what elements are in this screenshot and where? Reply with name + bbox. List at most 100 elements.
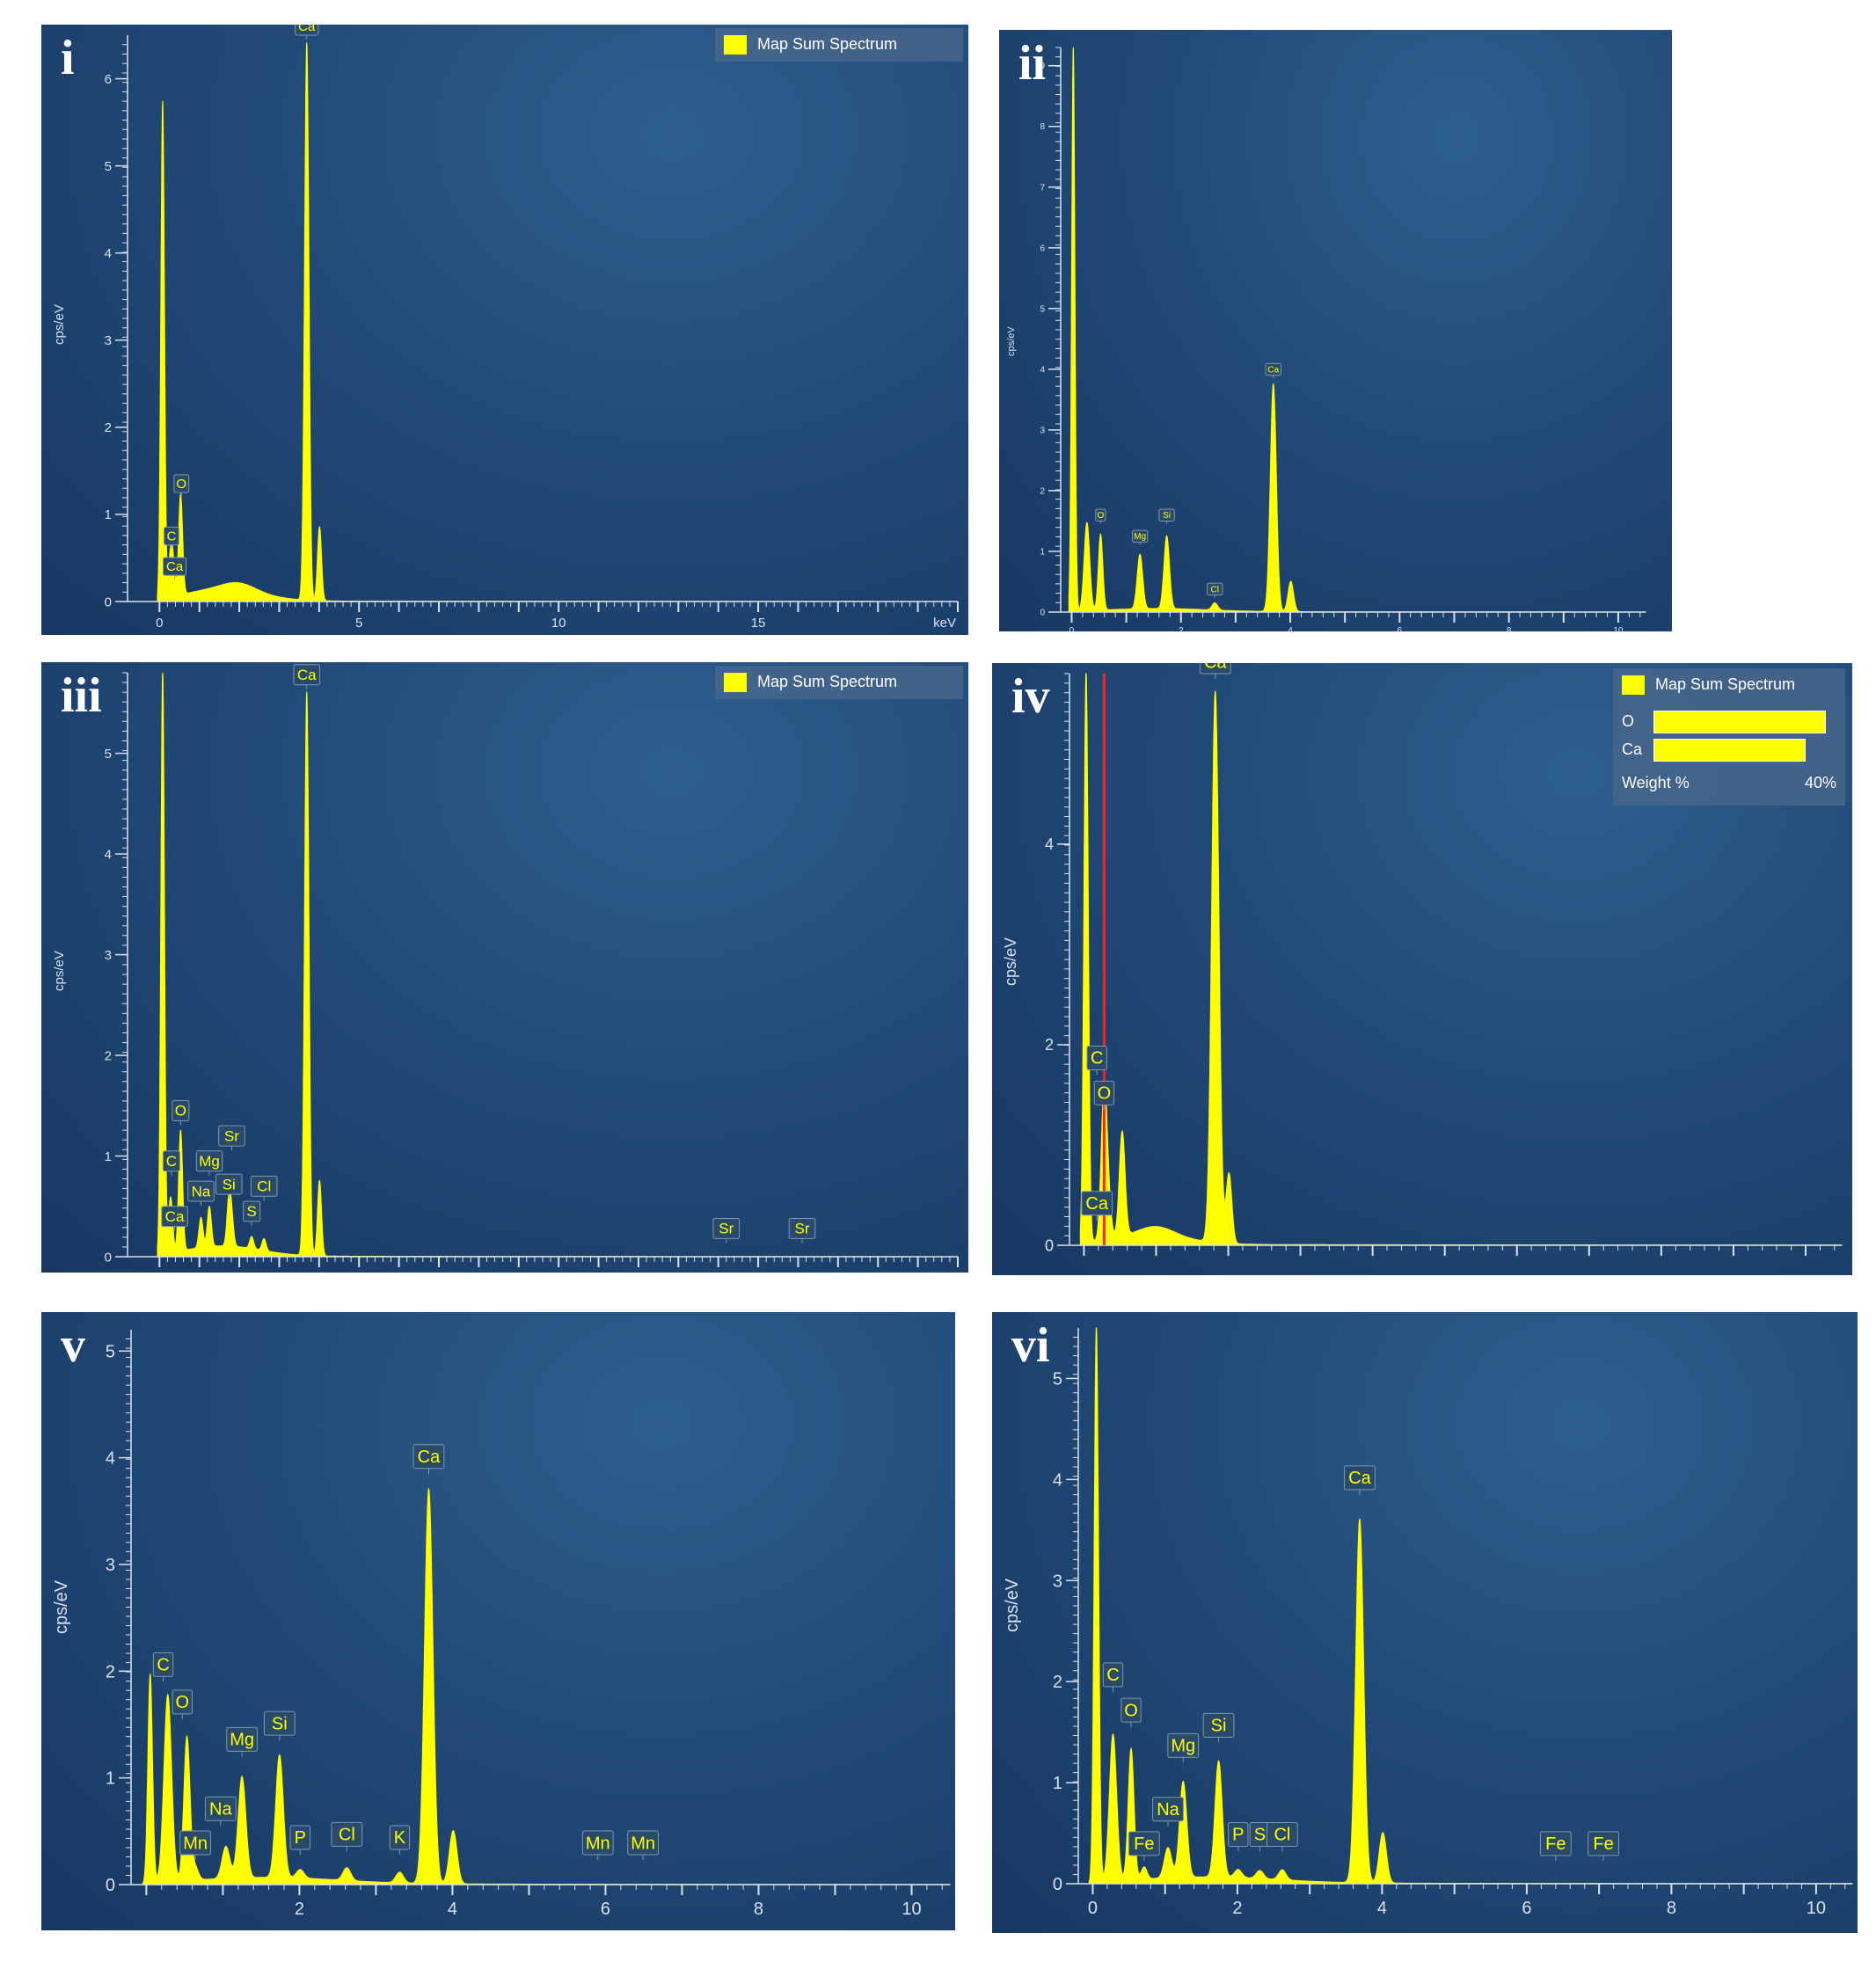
legend-weight-bar bbox=[1653, 711, 1826, 733]
y-tick-label: 3 bbox=[1040, 426, 1045, 435]
element-label: Ca bbox=[1265, 362, 1281, 378]
element-label: O bbox=[1095, 508, 1106, 524]
legend-weight-axis-label: Weight % bbox=[1622, 774, 1690, 791]
element-label-text: Si bbox=[223, 1176, 236, 1193]
y-tick-label: 9 bbox=[1040, 62, 1045, 71]
element-label: Sr bbox=[712, 1217, 741, 1244]
y-tick-label: 0 bbox=[1040, 609, 1045, 618]
y-axis-label: cps/eV bbox=[1001, 937, 1019, 986]
y-tick-label: 3 bbox=[106, 1556, 115, 1575]
element-label: S bbox=[1249, 1821, 1271, 1852]
element-label-text: Ca bbox=[418, 1448, 441, 1467]
legend-entry-label: Map Sum Spectrum bbox=[757, 35, 898, 53]
x-tick-label: 6 bbox=[1522, 1899, 1531, 1918]
x-tick-label: 0 bbox=[1069, 626, 1075, 631]
element-label-box bbox=[627, 1830, 659, 1856]
panel-label: iv bbox=[1011, 669, 1050, 724]
element-label-text: O bbox=[1097, 511, 1104, 521]
element-label-box bbox=[788, 1217, 816, 1239]
x-tick-label: 8 bbox=[1507, 626, 1512, 631]
element-label-text: C bbox=[157, 1656, 169, 1675]
element-label: Na bbox=[187, 1180, 215, 1207]
element-label-text: Ca bbox=[297, 667, 317, 683]
element-label: O bbox=[172, 1099, 190, 1126]
y-tick-label: 2 bbox=[105, 1048, 112, 1063]
x-tick-label: 8 bbox=[1667, 1899, 1676, 1918]
y-tick-label: 2 bbox=[106, 1662, 115, 1681]
element-label: Mg bbox=[1167, 1732, 1200, 1763]
element-label: O bbox=[1120, 1697, 1142, 1728]
element-label-text: Mn bbox=[183, 1834, 208, 1853]
x-tick-label: 8 bbox=[754, 1900, 763, 1919]
element-label: C bbox=[152, 1652, 174, 1682]
element-label: S bbox=[243, 1200, 261, 1227]
legend-weight-bar bbox=[1653, 739, 1806, 762]
legend-entry: Map Sum Spectrum bbox=[1622, 675, 1836, 696]
element-label-text: O bbox=[176, 477, 186, 492]
legend-entry: Map Sum Spectrum bbox=[724, 35, 954, 55]
element-label-text: O bbox=[1124, 1701, 1138, 1720]
element-label-box bbox=[172, 1099, 190, 1121]
legend-entry-label: Map Sum Spectrum bbox=[757, 673, 898, 690]
element-label: Cl bbox=[1266, 1821, 1298, 1852]
element-label-text: Si bbox=[1211, 1717, 1227, 1736]
x-tick-label: 4 bbox=[1377, 1899, 1387, 1918]
element-label-box bbox=[1344, 1465, 1376, 1491]
y-tick-label: 7 bbox=[1040, 183, 1045, 193]
y-tick-label: 0 bbox=[1053, 1875, 1062, 1894]
spectrum-plot: 0 1 2 3 4 5 6 0 5 10 15 keV O C Ca Ca bbox=[105, 25, 959, 631]
element-label-text: S bbox=[1254, 1826, 1266, 1845]
y-tick-label: 6 bbox=[1040, 244, 1045, 253]
element-label: Fe bbox=[1539, 1831, 1572, 1861]
legend: Map Sum Spectrum O Ca Weight % 40% bbox=[1613, 668, 1845, 806]
element-label-text: Cl bbox=[1274, 1826, 1290, 1845]
element-label-text: P bbox=[295, 1828, 306, 1848]
y-tick-label: 5 bbox=[1053, 1369, 1062, 1389]
y-tick-label: 3 bbox=[105, 948, 112, 963]
y-tick-label: 2 bbox=[1045, 1036, 1054, 1054]
element-label-text: Ca bbox=[166, 559, 184, 574]
element-label: Na bbox=[1152, 1797, 1184, 1827]
element-label-text: O bbox=[1098, 1084, 1112, 1104]
x-unit-label: keV bbox=[933, 616, 956, 631]
y-tick-label: 2 bbox=[105, 420, 112, 435]
element-label: Cl bbox=[250, 1175, 278, 1201]
element-label-text: Ca bbox=[298, 25, 316, 34]
element-label: Cl bbox=[1207, 582, 1223, 598]
y-tick-label: 0 bbox=[105, 594, 112, 609]
element-label: Mn bbox=[179, 1830, 211, 1861]
element-label-text: Cl bbox=[257, 1178, 271, 1195]
element-label: Ca bbox=[295, 25, 319, 40]
x-tick-label: 2 bbox=[295, 1900, 304, 1919]
element-label: Si bbox=[1202, 1712, 1235, 1743]
legend-element-label: Ca bbox=[1622, 740, 1643, 758]
y-axis-label: cps/eV bbox=[1006, 326, 1018, 356]
spectrum-plot: 0 1 2 3 4 5 6 7 8 9 0 2 4 6 8 10 O Mg Si Cl Ca bbox=[1040, 47, 1646, 631]
spectrum-area bbox=[142, 1487, 951, 1885]
y-tick-label: 5 bbox=[1040, 304, 1045, 314]
element-label-box bbox=[215, 1173, 243, 1195]
element-label: P bbox=[289, 1825, 310, 1855]
element-label-text: Na bbox=[209, 1799, 232, 1819]
element-label-text: Mg bbox=[199, 1153, 220, 1170]
y-axis-label: cps/eV bbox=[51, 304, 67, 345]
y-tick-label: 5 bbox=[105, 159, 112, 174]
x-tick-label: 4 bbox=[448, 1900, 457, 1919]
legend-weight-row: O bbox=[1622, 711, 1836, 733]
spectrum-area bbox=[1068, 47, 1646, 613]
element-label: Ca bbox=[1199, 663, 1231, 679]
element-label-text: K bbox=[394, 1828, 406, 1848]
element-label-box bbox=[1102, 1662, 1124, 1688]
x-tick-label: 0 bbox=[156, 616, 163, 631]
y-tick-label: 2 bbox=[1053, 1673, 1062, 1692]
element-label: Cl bbox=[331, 1821, 363, 1852]
element-label-text: C bbox=[1091, 1049, 1103, 1069]
element-label-text: O bbox=[176, 1693, 190, 1712]
element-label: Si bbox=[263, 1710, 296, 1741]
legend: Map Sum Spectrum bbox=[715, 666, 963, 699]
y-axis-label: cps/eV bbox=[51, 951, 67, 991]
element-label-text: Ca bbox=[1204, 663, 1227, 672]
panel-label: ii bbox=[1018, 36, 1047, 91]
